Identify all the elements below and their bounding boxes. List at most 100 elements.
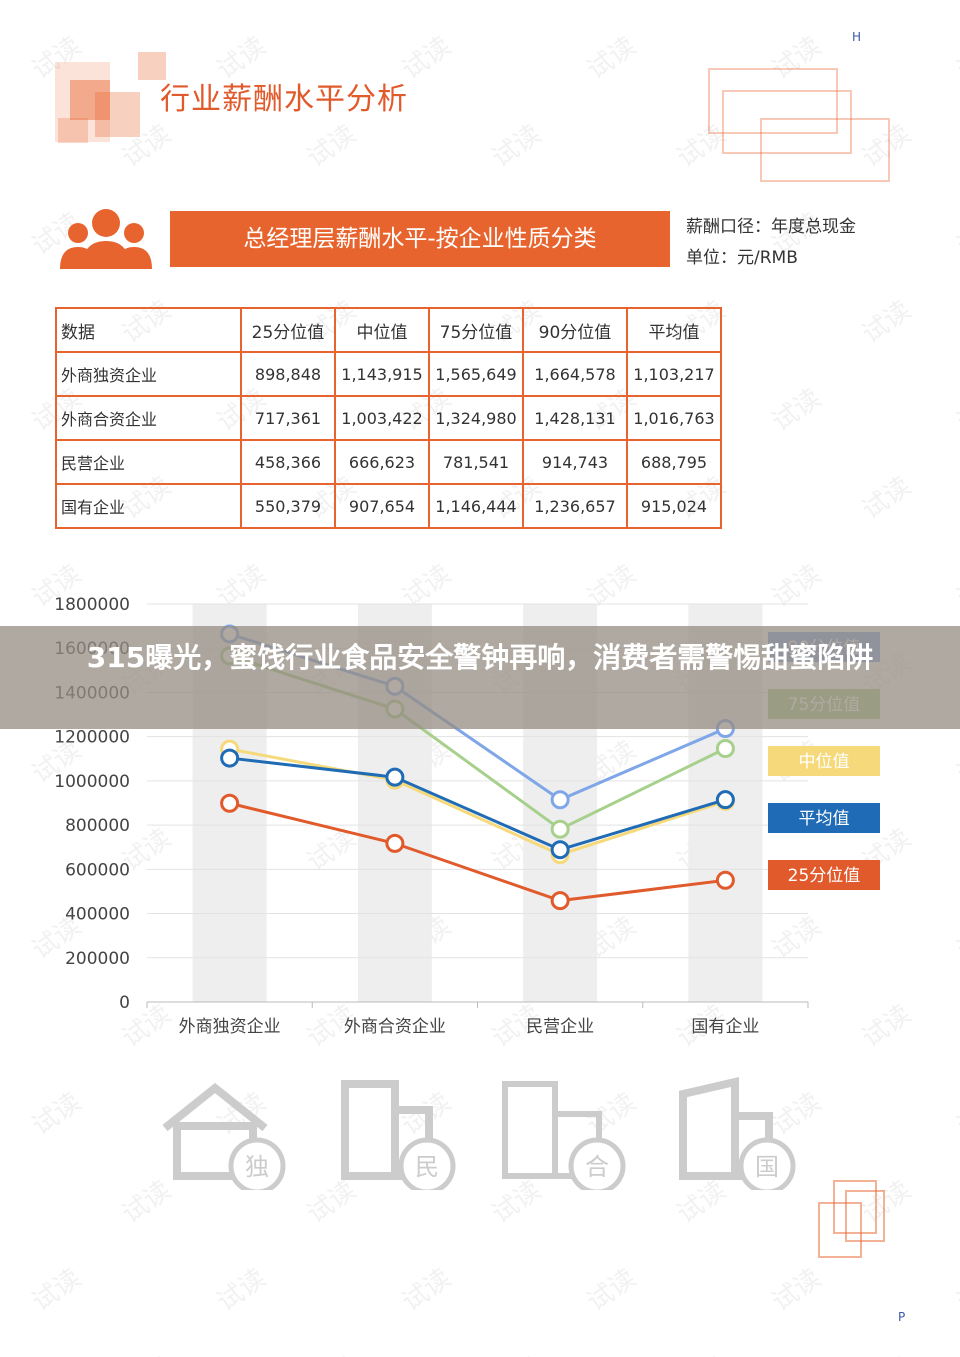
row-label: 外商合资企业 xyxy=(55,395,242,441)
data-point xyxy=(220,793,240,813)
watermark-text: 试读 xyxy=(302,1351,362,1357)
watermark-text: 试读 xyxy=(302,119,362,173)
series-line xyxy=(229,756,726,852)
tower-shape xyxy=(502,1081,558,1179)
header-cell: 数据 xyxy=(55,307,242,353)
table-cell: 688,795 xyxy=(626,439,722,485)
x-tick-label: 外商独资企业 xyxy=(179,1017,281,1037)
data-point xyxy=(550,840,570,860)
watermark-text: 试读 xyxy=(582,1263,642,1317)
y-tick-label: 1000000 xyxy=(54,772,130,792)
watermark-text: 试读 xyxy=(952,383,960,437)
table-cell: 666,623 xyxy=(334,439,430,485)
watermark-text: 试读 xyxy=(672,1351,732,1357)
decor-square xyxy=(58,118,88,143)
table-cell: 458,366 xyxy=(240,439,336,485)
y-tick-label: 600000 xyxy=(65,860,130,880)
data-point xyxy=(550,819,570,839)
row-label: 外商独资企业 xyxy=(55,351,242,397)
table-cell: 717,361 xyxy=(240,395,336,441)
decor-square xyxy=(55,62,110,142)
header-cell: 中位值 xyxy=(334,307,430,353)
decor-square xyxy=(138,52,166,80)
tower-shape xyxy=(679,1076,739,1180)
table-cell: 898,848 xyxy=(240,351,336,397)
badge-text: 独 xyxy=(245,1153,269,1181)
legend-label: 中位值 xyxy=(799,752,850,772)
table-cell: 1,016,763 xyxy=(626,395,722,441)
table-cell: 1,565,649 xyxy=(428,351,524,397)
y-tick-label: 1800000 xyxy=(54,595,130,615)
watermark-text: 试读 xyxy=(952,207,960,261)
badge-circle xyxy=(228,1137,286,1190)
series-line xyxy=(229,801,726,903)
section-banner: 总经理层薪酬水平-按企业性质分类 xyxy=(170,211,670,267)
header-cell: 平均值 xyxy=(626,307,722,353)
data-point xyxy=(385,767,405,787)
corner-letter-top: H xyxy=(852,30,862,44)
table-row: 外商合资企业 717,361 1,003,422 1,324,980 1,428… xyxy=(55,395,722,441)
watermark-text: 试读 xyxy=(857,295,917,349)
state-owned-building-icon: 国 xyxy=(679,1076,796,1190)
watermark-text: 试读 xyxy=(767,383,827,437)
table-cell: 915,024 xyxy=(626,483,722,529)
legend-label: 平均值 xyxy=(799,809,850,829)
table-cell: 1,103,217 xyxy=(626,351,722,397)
data-point xyxy=(385,833,405,853)
x-tick-label: 民营企业 xyxy=(526,1017,594,1037)
decor-outline xyxy=(760,118,890,182)
row-label: 国有企业 xyxy=(55,483,242,529)
table-cell: 1,146,444 xyxy=(428,483,524,529)
data-point xyxy=(550,790,570,810)
data-point xyxy=(220,748,240,768)
table-cell: 781,541 xyxy=(428,439,524,485)
table-cell: 1,324,980 xyxy=(428,395,524,441)
table-cell: 1,003,422 xyxy=(334,395,430,441)
header-cell: 90分位值 xyxy=(522,307,628,353)
unit-label: 单位：元/RMB xyxy=(686,248,798,268)
watermark-text: 试读 xyxy=(857,1351,917,1357)
decor-outline xyxy=(722,90,852,154)
overlay-band xyxy=(0,626,960,729)
building-icons-row: 独民合国 xyxy=(162,1076,796,1190)
y-tick-label: 800000 xyxy=(65,816,130,836)
page-title: 行业薪酬水平分析 xyxy=(160,82,408,117)
x-tick-label: 外商合资企业 xyxy=(344,1017,446,1037)
series-line xyxy=(229,747,726,857)
badge-text: 国 xyxy=(755,1153,779,1181)
watermark-text: 试读 xyxy=(487,1351,547,1357)
legend-swatch xyxy=(768,746,880,776)
badge-text: 合 xyxy=(585,1153,609,1181)
private-building-icon: 民 xyxy=(341,1080,456,1190)
table-row: 国有企业 550,379 907,654 1,146,444 1,236,657… xyxy=(55,483,722,529)
legend-swatch xyxy=(768,803,880,833)
foreign-owned-building-icon: 独 xyxy=(162,1082,286,1190)
decor-outline xyxy=(845,1190,885,1242)
table-cell: 1,428,131 xyxy=(522,395,628,441)
joint-venture-building-icon: 合 xyxy=(502,1081,626,1190)
badge-circle xyxy=(398,1137,456,1190)
row-label: 民营企业 xyxy=(55,439,242,485)
table-row: 民营企业 458,366 666,623 781,541 914,743 688… xyxy=(55,439,722,485)
tower-shape xyxy=(341,1080,399,1180)
watermark-text: 试读 xyxy=(117,1351,177,1357)
header-cell: 75分位值 xyxy=(428,307,524,353)
table-cell: 1,236,657 xyxy=(522,483,628,529)
salary-basis: 薪酬口径：年度总现金 xyxy=(686,217,856,237)
table-row: 外商独资企业 898,848 1,143,915 1,565,649 1,664… xyxy=(55,351,722,397)
table-header-row: 数据 25分位值 中位值 75分位值 90分位值 平均值 xyxy=(55,307,722,353)
watermark-text: 试读 xyxy=(952,1263,960,1317)
x-tick-label: 国有企业 xyxy=(691,1017,759,1037)
corner-letter-bottom: P xyxy=(898,1310,906,1324)
overlay-headline[interactable]: 315曝光，蜜饯行业食品安全警钟再响，消费者需警惕甜蜜陷阱 xyxy=(86,641,874,674)
badge-circle xyxy=(568,1137,626,1190)
table-cell: 907,654 xyxy=(334,483,430,529)
watermark-text: 试读 xyxy=(487,119,547,173)
data-point xyxy=(715,739,735,759)
data-point xyxy=(550,891,570,911)
y-tick-label: 1200000 xyxy=(54,728,130,748)
watermark-text: 试读 xyxy=(27,1263,87,1317)
people-icon xyxy=(60,209,152,269)
badge-circle xyxy=(738,1137,796,1190)
legend-swatch xyxy=(768,860,880,890)
